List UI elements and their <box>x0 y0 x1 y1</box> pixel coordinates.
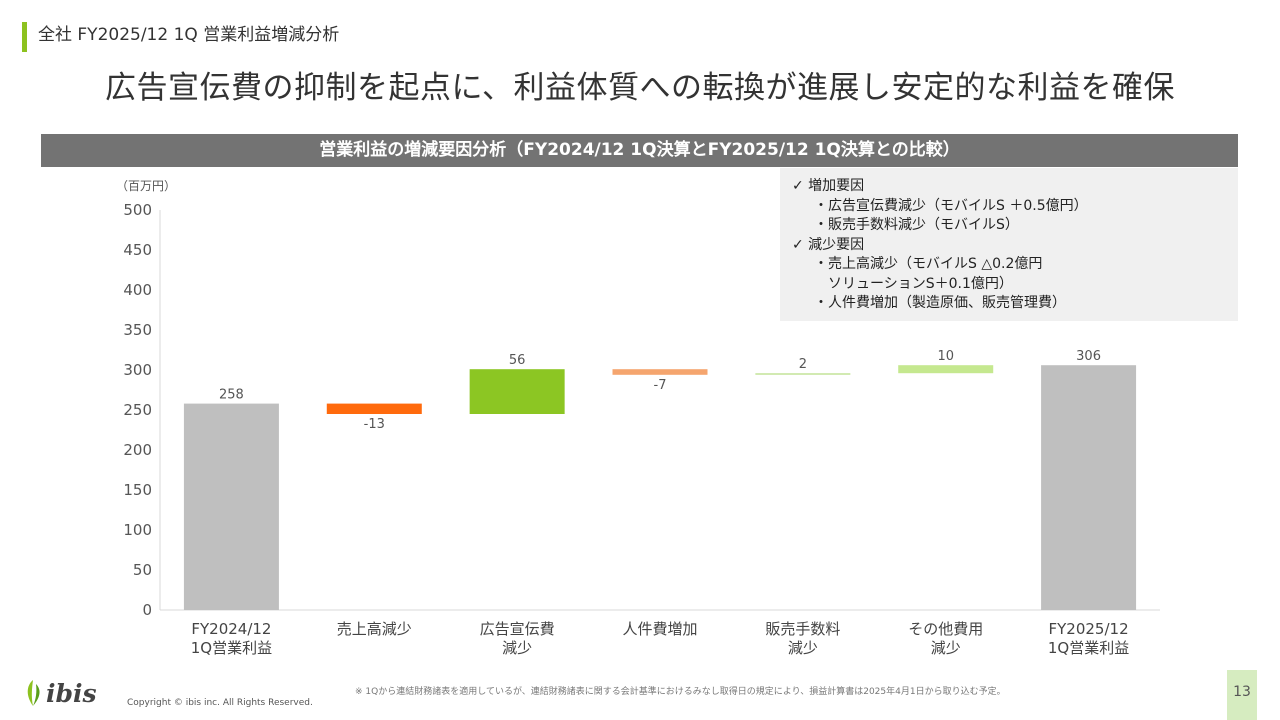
bar-1 <box>183 403 279 610</box>
decrease-factor-item: ・売上高減少（モバイルS △0.2億円 <box>814 256 1043 272</box>
x-category-label: 減少 <box>931 639 961 657</box>
decrease-factor-item: ソリューションS＋0.1億円） <box>828 275 1013 292</box>
y-axis-unit-label: （百万円） <box>116 179 176 193</box>
y-tick-label: 400 <box>123 281 152 299</box>
y-tick-label: 150 <box>123 481 152 499</box>
x-category-label: 減少 <box>502 639 532 657</box>
logo-wordmark: ibis <box>46 678 97 708</box>
x-category-label: 人件費増加 <box>622 620 697 638</box>
bar-4 <box>612 369 708 375</box>
data-label: 258 <box>219 388 244 403</box>
x-category-label: FY2025/12 <box>1049 620 1129 638</box>
data-label: 306 <box>1076 349 1101 364</box>
increase-factor-item: ・販売手数料減少（モバイルS） <box>814 217 1019 233</box>
y-tick-label: 450 <box>123 241 152 259</box>
bar-3 <box>469 369 565 414</box>
y-tick-label: 250 <box>123 401 152 419</box>
bar-2 <box>326 403 422 414</box>
x-category-label: 広告宣伝費 <box>480 620 555 638</box>
increase-factor-item: ・広告宣伝費減少（モバイルS ＋0.5億円） <box>814 197 1088 214</box>
y-tick-label: 200 <box>123 441 152 459</box>
x-category-label: 減少 <box>788 639 818 657</box>
bar-5 <box>755 373 851 375</box>
decrease-factor-item: ・人件費増加（製造原価、販売管理費） <box>814 295 1066 311</box>
bar-6 <box>898 365 994 374</box>
y-tick-label: 350 <box>123 321 152 339</box>
increase-factors-title: ✓ 増加要因 <box>792 178 865 194</box>
copyright-text: Copyright © ibis inc. All Rights Reserve… <box>127 698 313 708</box>
y-tick-label: 100 <box>123 521 152 539</box>
page-number: 13 <box>1227 670 1257 720</box>
y-tick-label: 500 <box>123 201 152 219</box>
footnote: ※ 1Qから連結財務諸表を適用しているが、連結財務諸表に関する会計基準におけるみ… <box>355 687 1006 697</box>
data-label: -13 <box>364 417 385 432</box>
x-category-label: 1Q営業利益 <box>191 639 272 657</box>
factor-notes-box: ✓ 増加要因 ・広告宣伝費減少（モバイルS ＋0.5億円） ・販売手数料減少（モ… <box>780 168 1238 321</box>
x-category-label: FY2024/12 <box>191 620 271 638</box>
company-logo: ibis <box>22 676 97 710</box>
y-tick-label: 0 <box>142 601 152 619</box>
data-label: 10 <box>937 349 954 364</box>
y-tick-label: 300 <box>123 361 152 379</box>
page-title: 広告宣伝費の抑制を起点に、利益体質への転換が進展し安定的な利益を確保 <box>104 70 1176 106</box>
section-accent-bar <box>22 22 27 52</box>
data-label: 56 <box>509 353 526 368</box>
leaf-logo-icon <box>27 680 40 706</box>
data-label: -7 <box>654 378 667 393</box>
bar-7 <box>1041 365 1137 610</box>
y-tick-label: 50 <box>133 561 152 579</box>
decrease-factors-title: ✓ 減少要因 <box>792 236 865 253</box>
x-category-label: その他費用 <box>908 620 983 638</box>
chart-title-banner: 営業利益の増減要因分析（FY2024/12 1Q決算とFY2025/12 1Q決… <box>41 134 1238 167</box>
section-label: 全社 FY2025/12 1Q 営業利益増減分析 <box>38 25 340 45</box>
data-label: 2 <box>799 357 807 372</box>
x-category-label: 1Q営業利益 <box>1048 639 1129 657</box>
x-category-label: 売上高減少 <box>337 620 412 638</box>
x-category-label: 販売手数料 <box>765 620 840 638</box>
